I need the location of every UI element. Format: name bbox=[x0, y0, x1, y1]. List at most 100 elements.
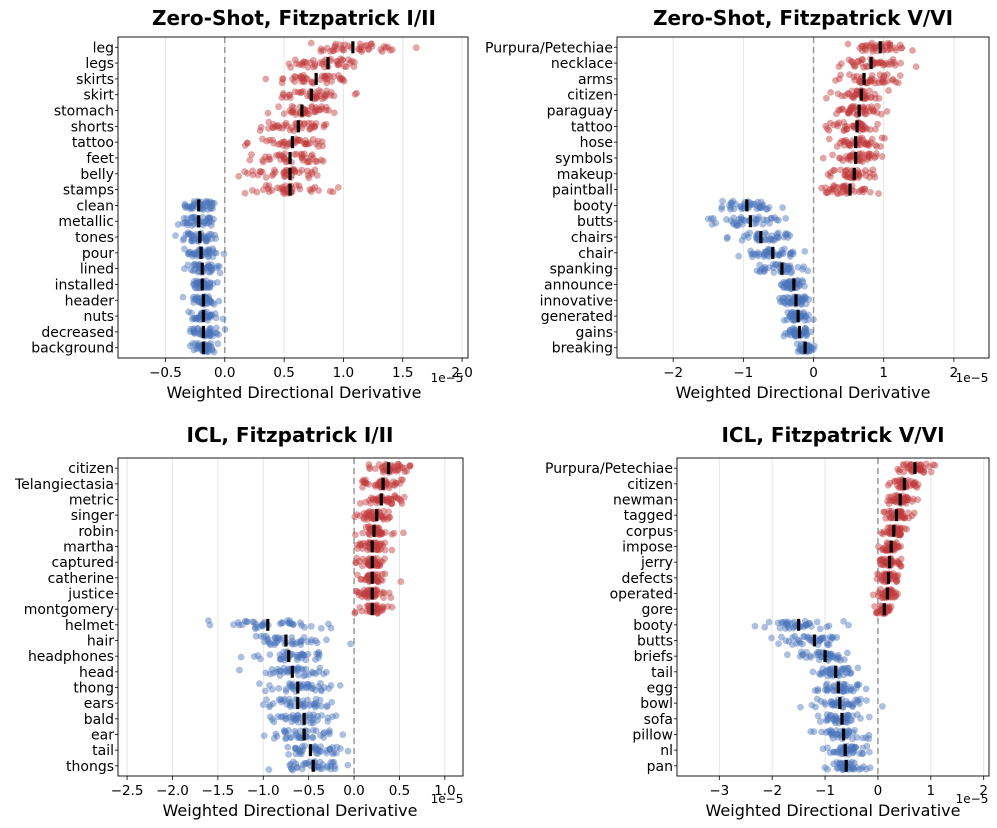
data-point bbox=[269, 124, 276, 132]
data-point bbox=[340, 46, 348, 54]
data-point bbox=[190, 202, 198, 210]
data-point bbox=[850, 759, 858, 767]
data-point bbox=[317, 679, 324, 687]
data-point bbox=[243, 139, 251, 147]
series-row-decreased bbox=[186, 324, 229, 340]
chart-title: Zero-Shot, Fitzpatrick V/VI bbox=[653, 6, 953, 30]
data-point bbox=[860, 105, 868, 113]
data-point bbox=[816, 718, 824, 725]
data-point bbox=[264, 124, 272, 132]
data-point bbox=[205, 247, 213, 255]
data-point bbox=[189, 205, 197, 213]
data-point bbox=[707, 215, 715, 223]
data-point bbox=[821, 764, 829, 772]
data-point bbox=[306, 139, 314, 147]
data-point bbox=[204, 262, 212, 270]
data-point bbox=[291, 78, 299, 86]
data-point bbox=[302, 58, 310, 66]
data-point bbox=[778, 280, 785, 288]
data-point bbox=[219, 315, 227, 323]
data-point bbox=[291, 56, 299, 64]
data-point bbox=[877, 110, 885, 118]
data-point bbox=[322, 106, 330, 114]
x-axis-multiplier: 1e−5 bbox=[956, 371, 989, 385]
data-point bbox=[309, 135, 317, 143]
data-point bbox=[278, 79, 286, 87]
data-point bbox=[266, 155, 274, 163]
data-point bbox=[192, 261, 200, 269]
data-point bbox=[322, 75, 330, 83]
data-point bbox=[241, 142, 249, 149]
data-point bbox=[793, 640, 800, 647]
data-point bbox=[838, 105, 846, 113]
data-point bbox=[270, 139, 278, 147]
data-point bbox=[810, 316, 817, 323]
data-point bbox=[280, 155, 288, 163]
data-point bbox=[179, 293, 187, 301]
data-point bbox=[209, 205, 216, 213]
y-tick-label: symbols bbox=[555, 151, 613, 167]
data-point bbox=[292, 60, 300, 68]
series-row-paraguay bbox=[832, 102, 891, 119]
data-point bbox=[188, 204, 196, 211]
chart-title: ICL, Fitzpatrick V/VI bbox=[721, 423, 944, 447]
data-point bbox=[869, 591, 877, 599]
data-point bbox=[878, 59, 886, 67]
data-point bbox=[320, 121, 328, 129]
data-point bbox=[300, 71, 307, 79]
series-row-chairs bbox=[723, 229, 794, 244]
data-point bbox=[306, 186, 314, 194]
data-point bbox=[326, 72, 334, 80]
data-point bbox=[195, 295, 203, 303]
data-point bbox=[287, 108, 295, 116]
data-point bbox=[364, 572, 372, 580]
data-point bbox=[289, 711, 297, 719]
series-row-captured bbox=[352, 554, 389, 570]
data-point bbox=[904, 509, 912, 517]
data-point bbox=[897, 507, 905, 515]
data-point bbox=[302, 136, 310, 144]
data-point bbox=[890, 570, 897, 578]
data-point bbox=[214, 340, 222, 348]
x-axis-label: Weighted Directional Derivative bbox=[706, 801, 961, 820]
data-point bbox=[874, 570, 881, 578]
data-point bbox=[270, 718, 278, 726]
data-point bbox=[288, 102, 296, 110]
data-point bbox=[296, 619, 304, 627]
data-point bbox=[323, 87, 331, 95]
data-point bbox=[896, 72, 904, 80]
data-point bbox=[187, 219, 195, 226]
data-point bbox=[300, 78, 308, 86]
data-point bbox=[827, 169, 834, 177]
y-tick-label: header bbox=[65, 293, 115, 309]
series-row-leg bbox=[307, 39, 420, 56]
y-tick-label: necklace bbox=[551, 56, 613, 72]
data-point bbox=[292, 729, 300, 737]
data-point bbox=[718, 203, 726, 211]
data-point bbox=[204, 206, 212, 213]
data-point bbox=[280, 168, 288, 176]
y-tick-label: headphones bbox=[28, 649, 114, 665]
data-point bbox=[377, 45, 385, 53]
data-point bbox=[300, 150, 308, 158]
data-point bbox=[802, 312, 809, 320]
data-point bbox=[830, 183, 838, 191]
data-point bbox=[187, 266, 195, 274]
data-point bbox=[338, 56, 346, 64]
series-row-makeup bbox=[824, 166, 879, 182]
data-point bbox=[292, 181, 300, 189]
data-point bbox=[841, 92, 849, 100]
y-tick-label: pour bbox=[82, 246, 114, 262]
data-point bbox=[322, 92, 329, 100]
data-point bbox=[309, 155, 317, 162]
data-point bbox=[191, 250, 199, 258]
data-point bbox=[308, 636, 316, 644]
y-tick-label: chair bbox=[578, 246, 613, 262]
data-point bbox=[862, 685, 870, 693]
data-point bbox=[855, 188, 863, 196]
data-point bbox=[849, 745, 857, 753]
series-row-ears bbox=[259, 695, 336, 711]
data-point bbox=[340, 77, 348, 85]
y-tick-label: metallic bbox=[58, 214, 114, 230]
